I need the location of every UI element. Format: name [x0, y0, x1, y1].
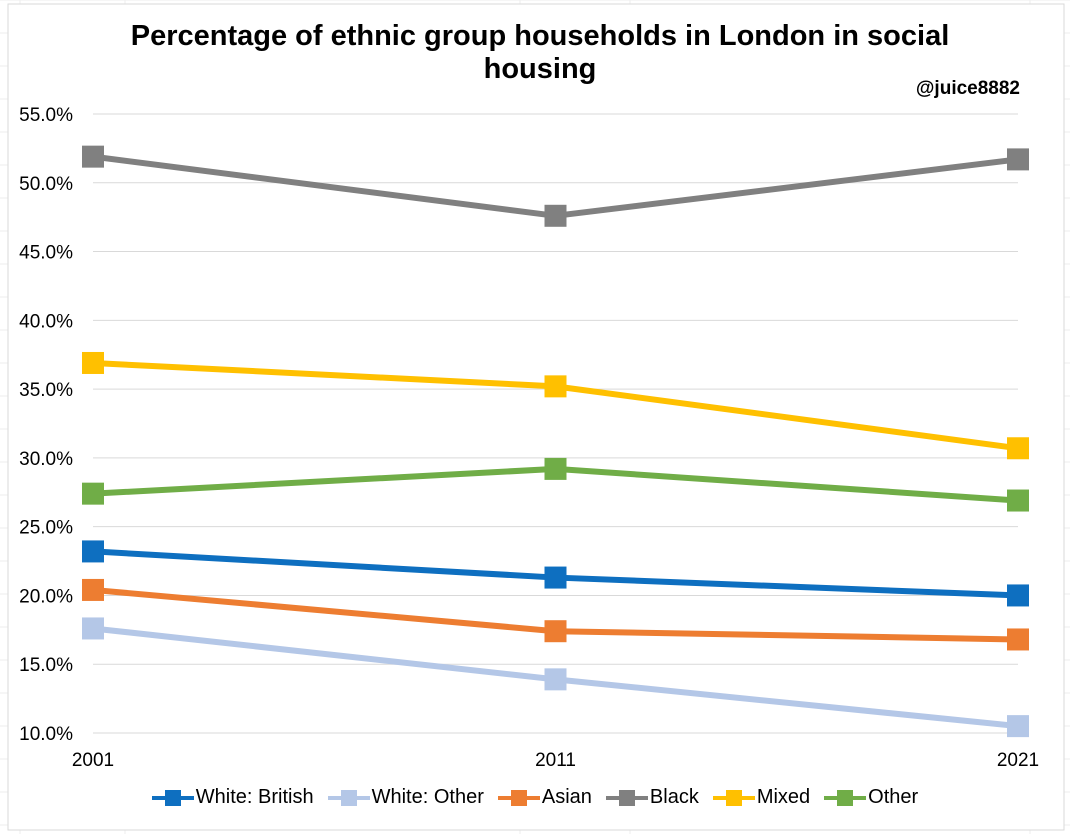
series-black [82, 145, 1029, 227]
chart-area [7, 3, 1065, 831]
legend-swatch [712, 789, 755, 807]
data-point [544, 620, 567, 643]
series-white-other [82, 617, 1029, 738]
legend-swatch [824, 789, 867, 807]
data-point [82, 617, 104, 640]
legend-item: White: British [151, 786, 314, 809]
legend-label: White: Other [371, 786, 484, 808]
series-mixed [82, 351, 1029, 460]
data-point [1007, 628, 1029, 651]
legend-item: White: Other [327, 786, 484, 809]
series-white-british [82, 540, 1029, 607]
legend-label: Other [868, 786, 919, 808]
y-tick-label: 10.0% [19, 724, 73, 745]
legend-swatch [327, 789, 370, 807]
x-axis-ticks: 2001 2011 2021 [72, 750, 1039, 771]
x-tick-label: 2021 [997, 750, 1039, 771]
legend-item: Other [824, 786, 918, 809]
legend-swatch [497, 789, 540, 807]
data-point [1007, 584, 1029, 607]
chart-title: Percentage of ethnic group households in… [130, 20, 950, 85]
x-tick-label: 2011 [535, 750, 576, 771]
y-tick-label: 30.0% [19, 449, 73, 470]
data-point [82, 351, 104, 374]
data-point [1007, 489, 1029, 512]
data-point [82, 578, 104, 601]
data-point [82, 482, 104, 505]
y-tick-label: 35.0% [19, 380, 73, 401]
data-point [544, 204, 567, 227]
legend-swatch [151, 789, 194, 807]
legend-label: White: British [195, 786, 314, 808]
y-tick-label: 25.0% [19, 518, 73, 539]
y-tick-label: 45.0% [19, 243, 73, 264]
legend-label: Mixed [756, 786, 811, 808]
y-tick-label: 50.0% [19, 174, 73, 195]
legend-label: Asian [541, 786, 592, 808]
data-point [1007, 437, 1029, 460]
y-tick-label: 40.0% [19, 311, 73, 332]
series-other [82, 457, 1029, 512]
data-point [544, 457, 567, 480]
author-handle: @juice8882 [915, 78, 1020, 99]
series-lines [82, 145, 1029, 738]
x-tick-label: 2001 [72, 750, 114, 771]
data-point [82, 540, 104, 563]
legend-label: Black [649, 786, 699, 808]
series-asian [82, 578, 1029, 651]
legend-item: Black [605, 786, 699, 809]
legend-item: Asian [497, 786, 592, 809]
y-tick-label: 20.0% [19, 586, 73, 607]
y-tick-label: 55.0% [19, 105, 73, 126]
data-point [1007, 715, 1029, 738]
y-axis-ticks: 55.0% 50.0% 45.0% 40.0% 35.0% 30.0% 25.0% 20.0%… [19, 105, 73, 745]
data-point [544, 566, 567, 589]
legend: White: British White: Other Asian Black Mixe… [0, 786, 1070, 809]
data-point [82, 145, 104, 168]
data-point [544, 375, 567, 398]
data-point [544, 668, 567, 691]
legend-item: Mixed [712, 786, 811, 809]
y-tick-label: 15.0% [19, 655, 73, 676]
legend-swatch [605, 789, 648, 807]
data-point [1007, 148, 1029, 171]
